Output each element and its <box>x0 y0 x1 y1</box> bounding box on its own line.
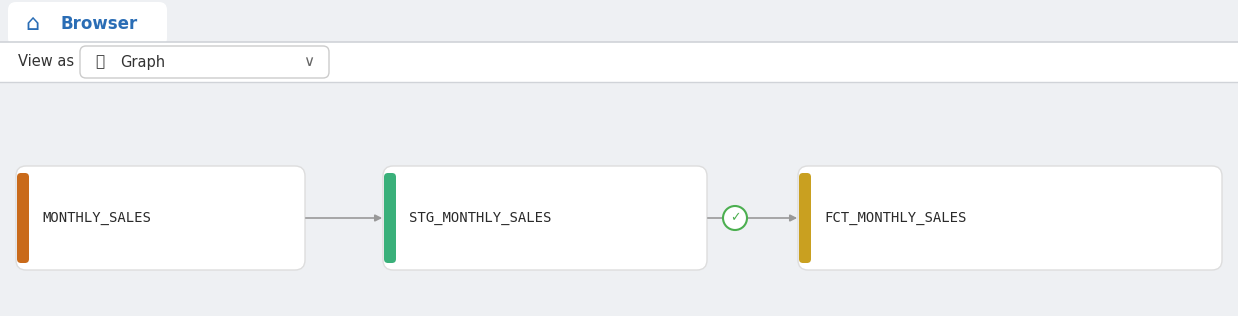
Text: ∨: ∨ <box>303 54 314 70</box>
FancyBboxPatch shape <box>16 166 305 270</box>
Text: ⌂: ⌂ <box>25 14 40 34</box>
Text: FCT_MONTHLY_SALES: FCT_MONTHLY_SALES <box>825 211 967 225</box>
FancyBboxPatch shape <box>0 42 1238 82</box>
Text: STG_MONTHLY_SALES: STG_MONTHLY_SALES <box>409 211 551 225</box>
FancyBboxPatch shape <box>799 166 1222 270</box>
FancyBboxPatch shape <box>17 173 28 263</box>
FancyBboxPatch shape <box>7 2 167 46</box>
Text: MONTHLY_SALES: MONTHLY_SALES <box>42 211 151 225</box>
Text: View as: View as <box>19 54 74 70</box>
FancyBboxPatch shape <box>799 173 811 263</box>
Text: Graph: Graph <box>120 54 165 70</box>
FancyBboxPatch shape <box>80 46 329 78</box>
Text: Browser: Browser <box>59 15 137 33</box>
Text: ᛖ: ᛖ <box>95 54 104 70</box>
FancyBboxPatch shape <box>0 82 1238 316</box>
FancyBboxPatch shape <box>384 173 396 263</box>
Text: ✓: ✓ <box>729 211 740 224</box>
FancyBboxPatch shape <box>383 166 707 270</box>
FancyBboxPatch shape <box>0 0 1238 42</box>
Circle shape <box>723 206 747 230</box>
